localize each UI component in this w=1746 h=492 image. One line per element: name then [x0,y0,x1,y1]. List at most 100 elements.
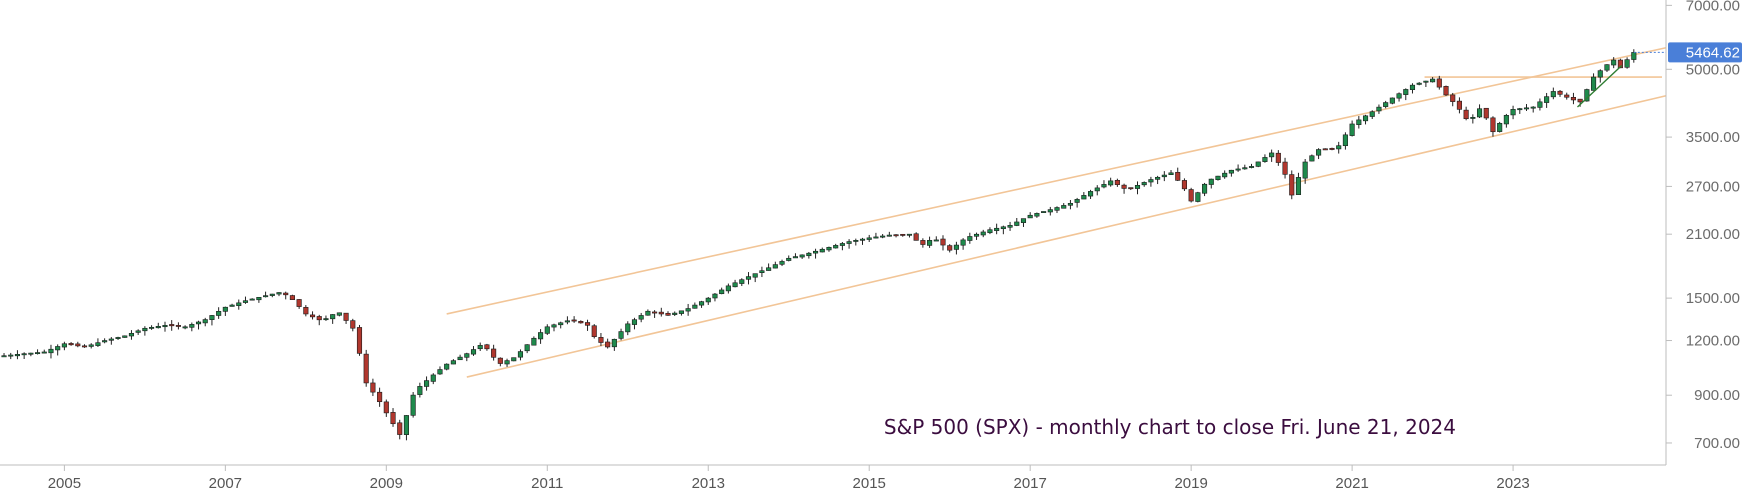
candle-down [1463,109,1469,120]
candle-up [424,380,430,387]
candle-up [1376,106,1382,112]
candle-up [470,349,477,355]
candle-down [491,348,497,358]
candle-up [611,338,617,348]
candle-up [1202,183,1208,194]
candle-up [263,295,269,298]
candle-down [497,357,503,364]
candle-up [618,331,624,339]
candle-up [222,306,228,312]
candle-down [1483,107,1489,119]
candle-up [1262,157,1268,162]
candle-up [437,369,443,375]
candle-down [913,233,919,241]
chart-title: S&P 500 (SPX) - monthly chart to close F… [883,415,1456,439]
candle-up [517,351,524,358]
candle-up [786,257,792,261]
candle-up [464,353,470,358]
candle-up [1537,101,1543,108]
x-tick-label: 2005 [48,475,81,492]
candle-down [1322,148,1328,151]
trend-lines [1576,65,1623,108]
candle-up [859,238,866,241]
y-tick-label: 3500.00 [1686,129,1740,146]
candle-up [477,345,483,350]
candle-up [833,245,839,249]
candle-up [1517,108,1523,111]
x-tick-label: 2009 [370,475,403,492]
candle-down [1490,117,1496,133]
candle-up [1195,192,1201,202]
x-tick-label: 2017 [1013,475,1046,492]
candle-down [175,325,181,327]
candle-up [1141,182,1147,186]
candle-up [236,302,242,306]
candle-down [356,327,363,354]
candle-up [1101,184,1107,188]
candle-up [1228,169,1234,174]
candle-up [276,292,282,295]
candle-up [766,267,772,271]
candle-up [1497,122,1503,132]
channel-line [466,94,1667,378]
y-axis-ticks: 7000.00 5000.00 3500.00 2700.00 2100.00 1500.… [1666,0,1740,452]
candle-up [1597,70,1603,78]
candle-up [330,314,336,320]
candle-up [1423,80,1429,83]
candle-up [1369,111,1375,117]
y-tick-label: 1200.00 [1686,333,1740,350]
candle-up [1000,226,1006,230]
candle-up [1544,96,1550,103]
candle-down [1121,184,1127,189]
candle-up [1269,152,1275,158]
candle-up [1295,177,1302,195]
candle-up [1094,187,1100,192]
candle-up [1061,205,1067,209]
candle-up [799,254,805,258]
candle-up [444,363,450,370]
candle-up [1430,78,1436,83]
candle-up [538,332,544,340]
candle-up [1161,174,1167,178]
candle-up [35,352,41,355]
candle-up [953,244,959,250]
candle-up [403,415,409,435]
candle-up [866,237,872,240]
candle-down [900,233,906,236]
candle-up [873,236,879,239]
candle-up [122,335,128,338]
candle-up [551,324,557,328]
x-axis-ticks: 2005 2007 2009 2011 2013 2015 2017 2019 2021 2023 [48,465,1530,492]
candle-up [752,273,758,278]
candle-up [142,327,148,332]
candle-up [88,344,94,347]
candle-up [1155,176,1161,180]
candle-up [1510,109,1516,116]
candle-up [1409,84,1416,90]
candle-up [202,319,208,324]
candle-down [940,238,946,246]
candle-down [1282,161,1288,175]
candle-up [1403,89,1409,95]
candle-down [283,292,289,296]
candle-up [1611,59,1617,66]
candlesticks [1,49,1637,441]
candle-up [1342,134,1348,147]
candle-up [149,326,155,329]
candle-down [309,314,316,318]
candle-up [1054,207,1060,211]
candle-down [1617,59,1623,69]
candle-up [792,256,798,259]
candle-up [839,243,845,246]
candle-up [1591,76,1597,91]
candle-up [1309,155,1315,162]
candle-up [1067,203,1073,206]
candle-down [68,343,74,346]
candle-up [1014,221,1020,226]
candle-down [1114,179,1120,185]
candle-down [363,353,369,384]
candle-down [1443,86,1449,96]
candle-up [209,315,215,320]
candle-up [692,304,698,309]
